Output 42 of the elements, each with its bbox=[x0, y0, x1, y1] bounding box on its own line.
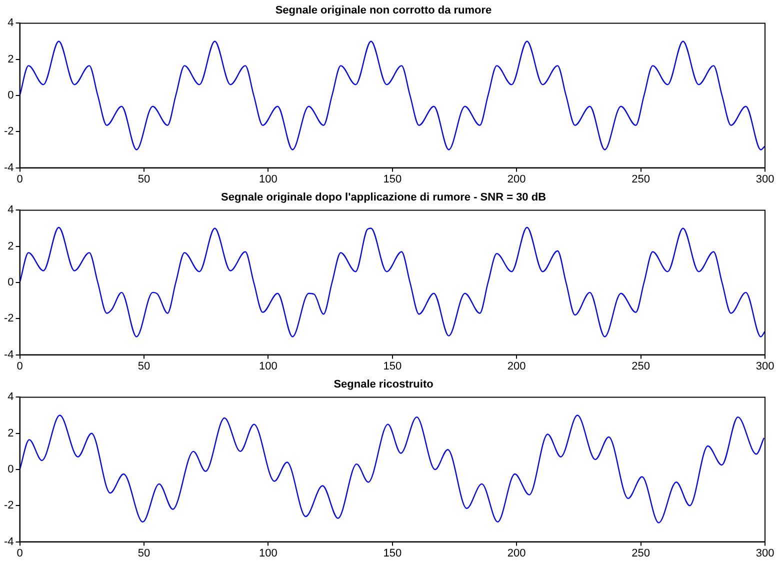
y-tick-label: 0 bbox=[8, 90, 14, 102]
x-tick-label: 300 bbox=[756, 360, 774, 372]
x-tick-label: 200 bbox=[507, 360, 526, 372]
x-tick-label: 150 bbox=[383, 173, 402, 186]
y-tick-label: -2 bbox=[4, 312, 14, 325]
x-tick-label: 150 bbox=[383, 360, 402, 372]
x-tick-label: 100 bbox=[259, 173, 278, 186]
line-series bbox=[20, 40, 765, 150]
y-tick-label: 2 bbox=[8, 53, 14, 66]
y-tick-label: -4 bbox=[4, 348, 14, 361]
y-tick-label: 4 bbox=[8, 204, 14, 216]
line-series bbox=[20, 226, 765, 338]
x-tick-label: 50 bbox=[138, 547, 150, 560]
y-tick-label: -2 bbox=[4, 126, 14, 138]
x-tick-label: 300 bbox=[756, 173, 774, 186]
y-tick-label: 4 bbox=[8, 17, 14, 30]
line-series bbox=[20, 414, 765, 524]
x-tick-label: 200 bbox=[507, 173, 526, 186]
x-tick-label: 250 bbox=[632, 360, 650, 372]
chart-title: Segnale ricostruito bbox=[334, 378, 434, 391]
y-tick-label: 0 bbox=[8, 276, 14, 289]
x-tick-label: 250 bbox=[632, 547, 650, 560]
y-tick-label: 2 bbox=[8, 240, 14, 252]
x-tick-label: 0 bbox=[16, 547, 23, 560]
x-tick-label: 200 bbox=[507, 547, 526, 560]
x-tick-label: 0 bbox=[16, 360, 23, 372]
y-tick-label: 4 bbox=[8, 391, 14, 404]
x-tick-label: 100 bbox=[259, 360, 278, 372]
x-tick-label: 250 bbox=[632, 173, 650, 186]
chart-title: Segnale originale dopo l'applicazione di rumore - SNR = 30 dB bbox=[220, 192, 546, 204]
y-tick-label: -4 bbox=[4, 162, 14, 174]
x-tick-label: 100 bbox=[259, 547, 278, 560]
y-tick-label: -4 bbox=[4, 536, 14, 548]
x-tick-label: 50 bbox=[138, 360, 150, 372]
y-tick-label: 0 bbox=[8, 464, 14, 476]
x-tick-label: 300 bbox=[756, 547, 774, 560]
chart-title: Segnale originale non corrotto da rumore bbox=[275, 4, 492, 17]
x-tick-label: 50 bbox=[138, 173, 150, 186]
x-tick-label: 0 bbox=[16, 173, 23, 186]
x-tick-label: 150 bbox=[383, 547, 402, 560]
y-tick-label: 2 bbox=[8, 427, 14, 440]
y-tick-label: -2 bbox=[4, 500, 14, 512]
